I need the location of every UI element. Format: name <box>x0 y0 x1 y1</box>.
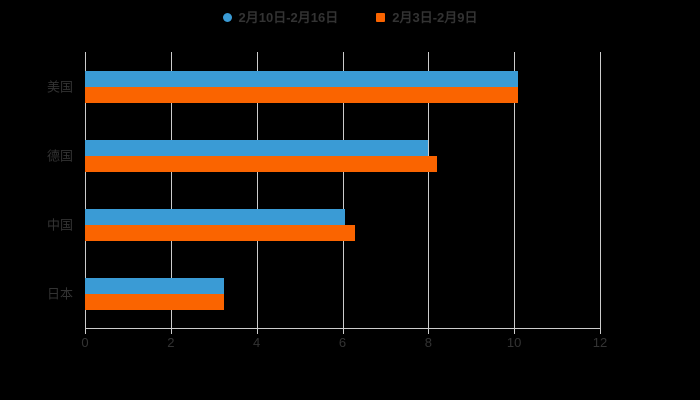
x-tick-label-6: 6 <box>338 335 347 350</box>
legend-label-series-0: 2月10日-2月16日 <box>238 9 339 25</box>
legend-item-series-0[interactable]: 2月10日-2月16日 <box>222 9 339 25</box>
bar-3-series-1[interactable] <box>85 293 225 310</box>
bar-3-series-0[interactable] <box>85 277 225 294</box>
bar-2-series-0[interactable] <box>85 208 345 225</box>
y-axis-category-label: 日本 <box>46 286 73 301</box>
x-tick-mark-4 <box>256 328 258 334</box>
legend-swatch-icon-series-1 <box>376 12 386 22</box>
gridline-x-6 <box>342 52 344 328</box>
category-row: 美国 <box>47 70 600 103</box>
gridline-x-12 <box>600 52 601 328</box>
category-row: 德国 <box>47 139 600 172</box>
bar-0-series-1[interactable] <box>85 86 519 103</box>
x-tick-label-10: 10 <box>506 335 522 350</box>
x-tick-mark-8 <box>428 328 430 334</box>
y-axis-category-label: 美国 <box>46 79 73 94</box>
gridline-x-10 <box>514 52 516 328</box>
chart-legend: 2月10日-2月16日 2月3日-2月9日 <box>0 4 700 30</box>
gridline-x-8 <box>428 52 430 328</box>
y-axis-category-label: 德国 <box>46 148 73 163</box>
x-tick-label-4: 4 <box>253 335 261 350</box>
legend-label-series-1: 2月3日-2月9日 <box>392 9 478 25</box>
x-tick-label-0: 0 <box>81 335 89 350</box>
x-tick-label-2: 2 <box>167 335 175 350</box>
legend-swatch-icon-series-0 <box>222 12 232 22</box>
x-tick-label-12: 12 <box>592 335 608 350</box>
bar-1-series-1[interactable] <box>85 155 437 172</box>
gridline-x-4 <box>256 52 258 328</box>
x-tick-label-8: 8 <box>424 335 432 350</box>
y-axis-category-label: 中国 <box>46 217 73 232</box>
bar-2-series-1[interactable] <box>85 224 356 241</box>
category-row: 中国 <box>47 208 600 241</box>
gridline-x-0 <box>85 52 86 328</box>
plot-area: 美国 德国 中国 日本 <box>47 52 601 328</box>
x-tick-mark-12 <box>600 328 601 334</box>
legend-item-series-1[interactable]: 2月3日-2月9日 <box>376 11 477 24</box>
bar-1-series-0[interactable] <box>85 139 429 156</box>
bar-0-series-0[interactable] <box>85 70 519 87</box>
x-tick-mark-10 <box>514 328 516 334</box>
x-tick-mark-0 <box>85 328 86 334</box>
x-tick-mark-6 <box>342 328 344 334</box>
category-row: 日本 <box>47 277 600 310</box>
gridline-x-2 <box>170 52 172 328</box>
x-tick-mark-2 <box>170 328 172 334</box>
